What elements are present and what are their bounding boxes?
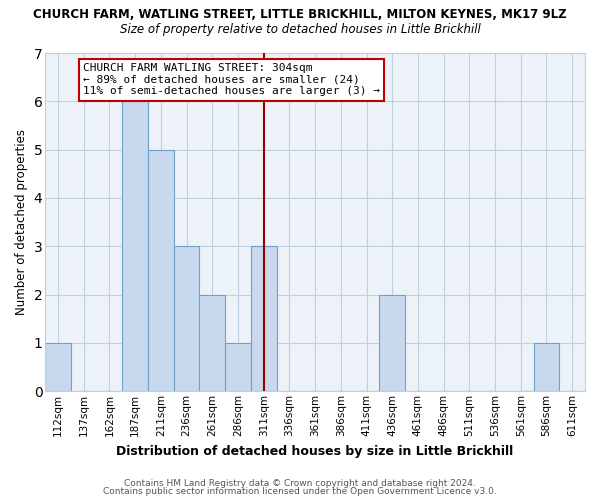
Text: Contains public sector information licensed under the Open Government Licence v3: Contains public sector information licen… xyxy=(103,487,497,496)
Text: CHURCH FARM, WATLING STREET, LITTLE BRICKHILL, MILTON KEYNES, MK17 9LZ: CHURCH FARM, WATLING STREET, LITTLE BRIC… xyxy=(33,8,567,20)
X-axis label: Distribution of detached houses by size in Little Brickhill: Distribution of detached houses by size … xyxy=(116,444,514,458)
Text: CHURCH FARM WATLING STREET: 304sqm
← 89% of detached houses are smaller (24)
11%: CHURCH FARM WATLING STREET: 304sqm ← 89%… xyxy=(83,63,380,96)
Bar xyxy=(174,246,199,392)
Bar xyxy=(45,343,71,392)
Y-axis label: Number of detached properties: Number of detached properties xyxy=(15,129,28,315)
Bar xyxy=(225,343,251,392)
Bar xyxy=(251,246,277,392)
Bar xyxy=(199,294,225,392)
Bar xyxy=(533,343,559,392)
Text: Contains HM Land Registry data © Crown copyright and database right 2024.: Contains HM Land Registry data © Crown c… xyxy=(124,478,476,488)
Bar xyxy=(122,102,148,392)
Bar xyxy=(148,150,174,392)
Text: Size of property relative to detached houses in Little Brickhill: Size of property relative to detached ho… xyxy=(119,22,481,36)
Bar xyxy=(379,294,405,392)
